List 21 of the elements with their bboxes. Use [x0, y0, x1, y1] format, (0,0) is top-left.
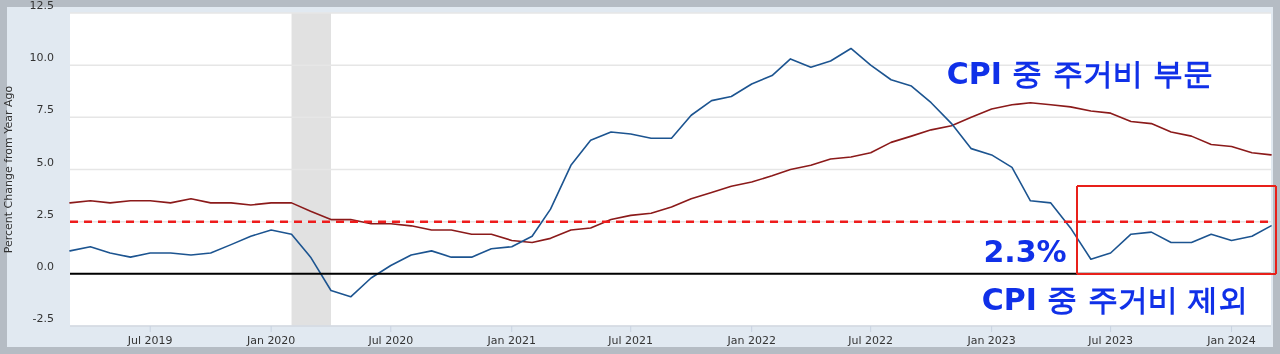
x-tick-label: Jan 2020: [245, 334, 296, 347]
x-tick-label: Jul 2019: [126, 334, 173, 347]
y-tick-label: 10.0: [29, 51, 54, 65]
y-tick-label: 0.0: [36, 259, 54, 273]
annotation: 2.3%: [983, 234, 1067, 269]
x-tick-label: Jan 2021: [486, 334, 536, 347]
y-tick-label: 7.5: [36, 103, 54, 117]
x-tick-label: Jul 2023: [1087, 334, 1133, 347]
y-tick-label: -2.5: [32, 312, 54, 325]
annotation: CPI 중 주거비 제외: [981, 282, 1249, 317]
y-tick-label: 5.0: [36, 155, 54, 169]
y-axis-title: Percent Change from Year Ago: [2, 85, 15, 254]
y-tick-label: 2.5: [36, 207, 54, 221]
x-tick-label: Jul 2020: [367, 334, 414, 347]
x-tick-label: Jan 2023: [966, 334, 1016, 347]
x-tick-label: Jul 2021: [607, 334, 654, 347]
annotation: CPI 중 주거비 부문: [946, 56, 1214, 91]
y-tick-label: 12.5: [29, 0, 54, 12]
x-tick-label: Jan 2022: [726, 334, 776, 347]
x-tick-label: Jan 2024: [1206, 334, 1256, 347]
x-tick-label: Jul 2022: [847, 334, 894, 347]
